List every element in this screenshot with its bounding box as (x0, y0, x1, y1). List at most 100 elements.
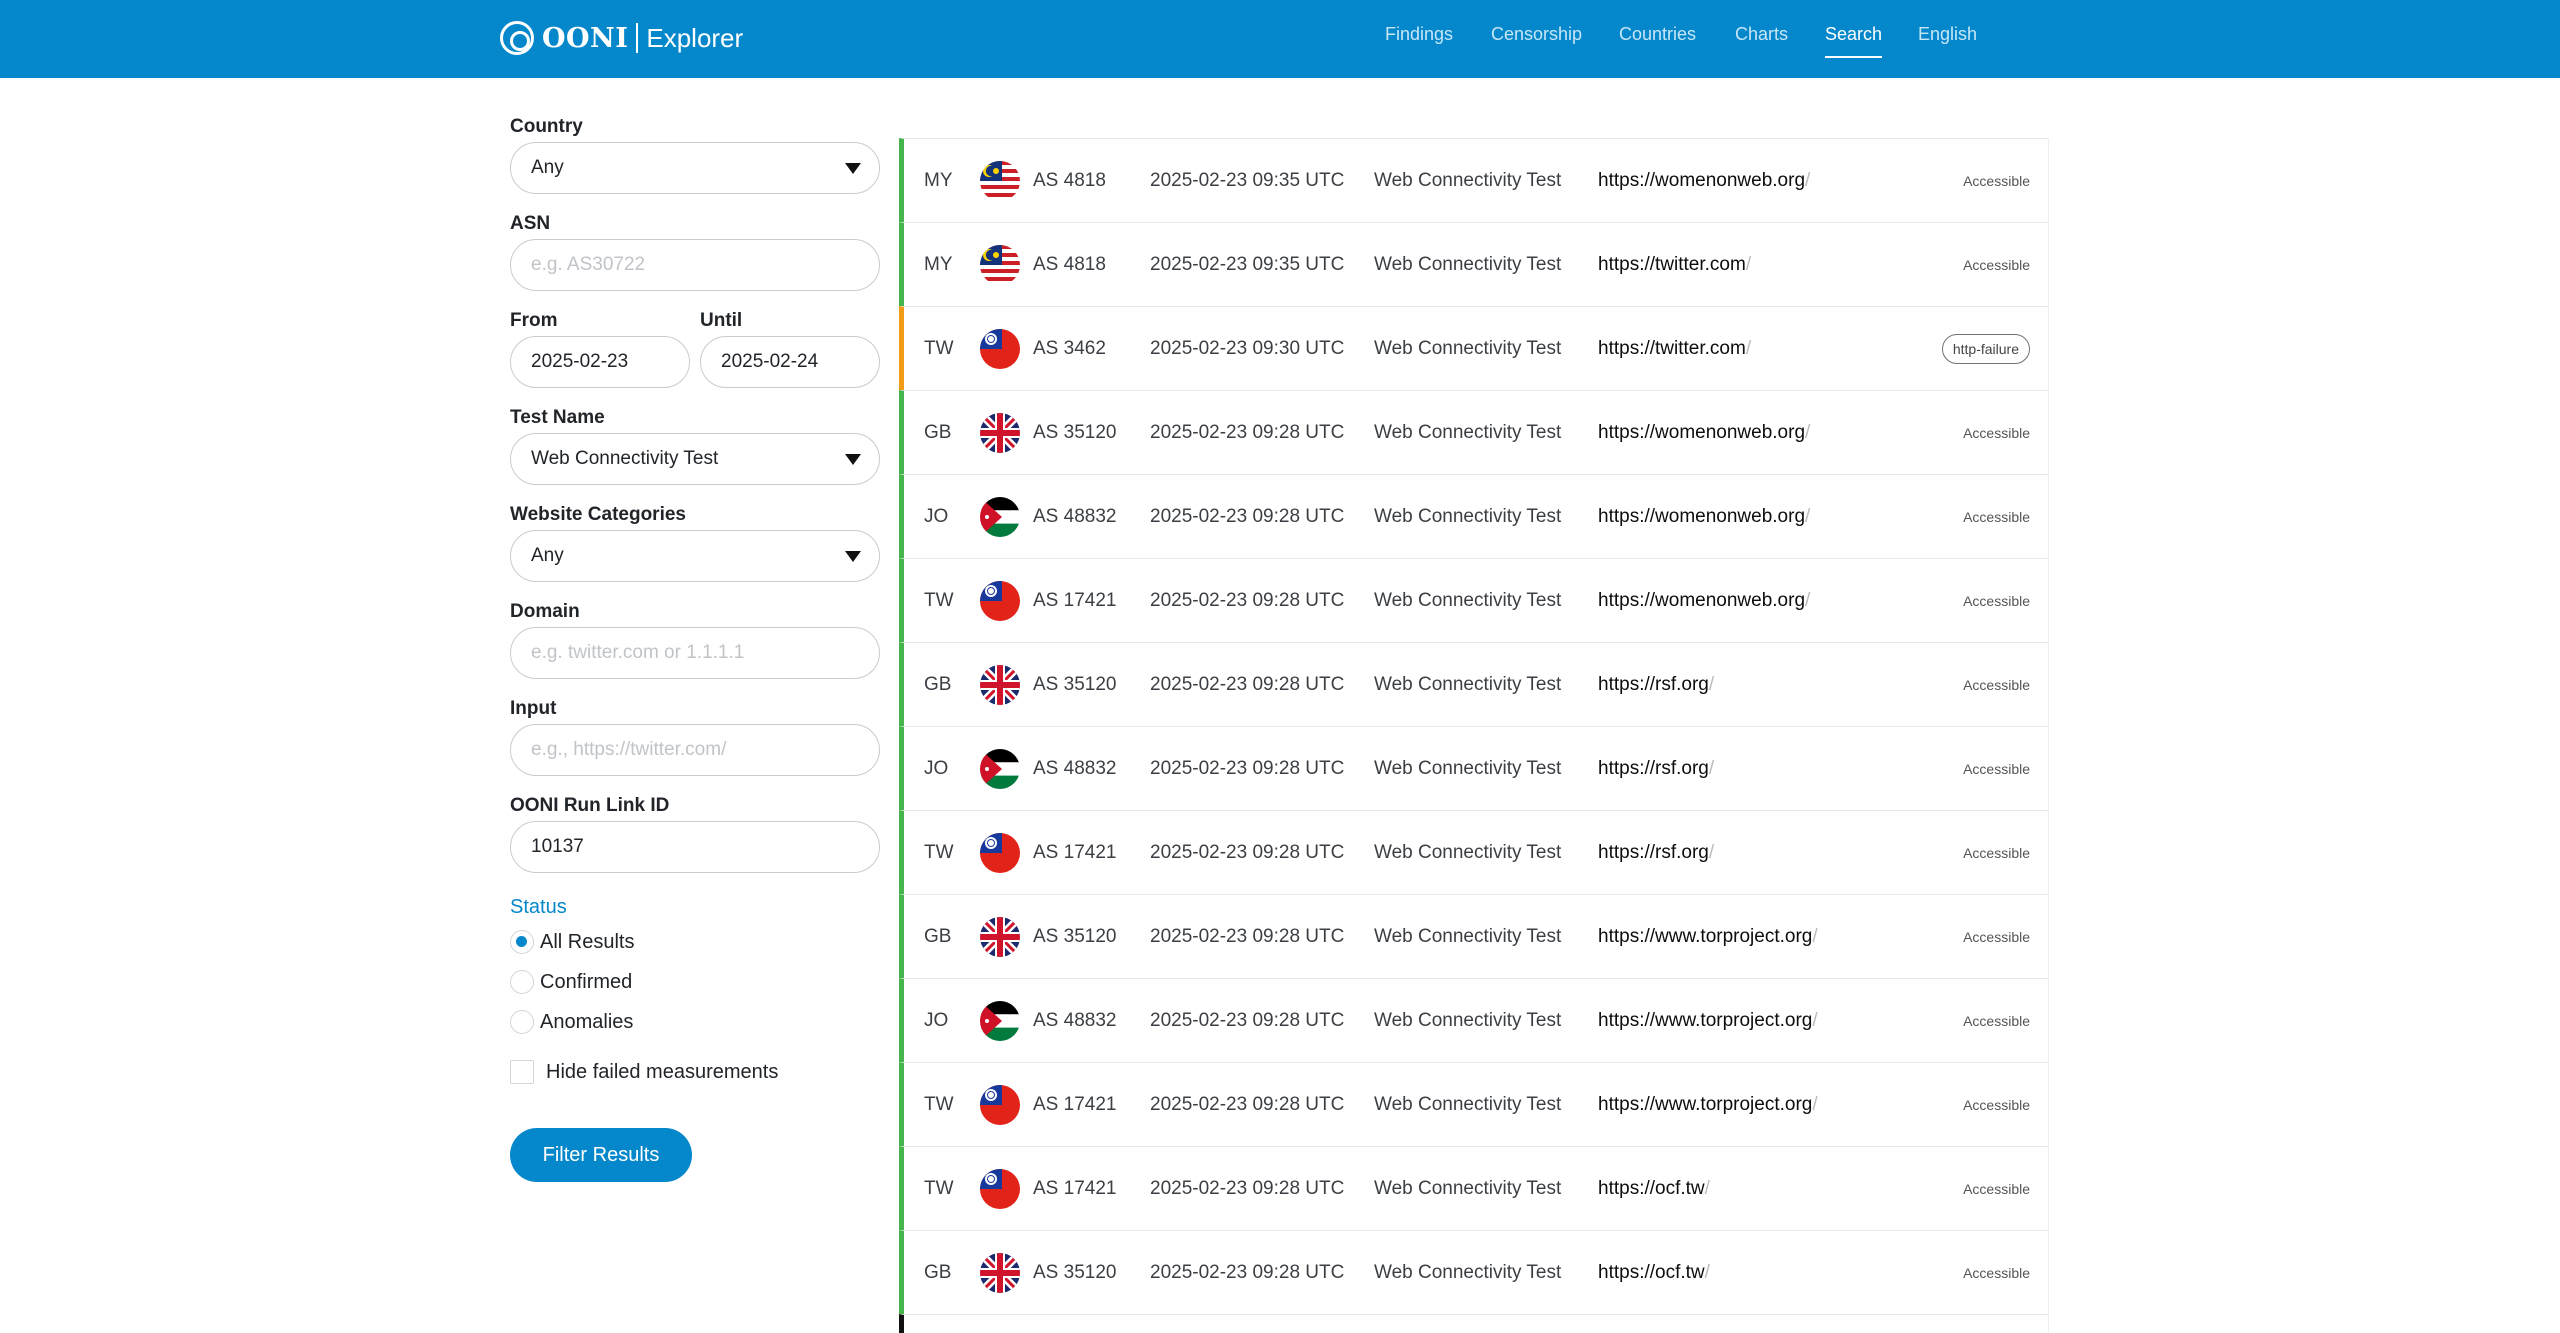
nav-censorship[interactable]: Censorship (1491, 24, 1583, 44)
test-name: Web Connectivity Test (1374, 1178, 1562, 1199)
asn-value: AS 3462 (1033, 338, 1106, 359)
measurement-row[interactable]: JO AS 48832 2025-02-23 09:28 UTC Web Connec… (899, 726, 2049, 810)
url-slash: / (1708, 758, 1715, 779)
website-categories-select[interactable]: Any (510, 530, 880, 582)
url-slash: / (1805, 422, 1811, 443)
from-date-input[interactable]: 2025-02-23 (510, 336, 690, 388)
url-text: https://womenonweb.org (1598, 422, 1806, 443)
measurement-url[interactable]: https://womenonweb.org / (1598, 475, 1810, 559)
measurement-row[interactable]: TW AS 17421 2025-02-23 09:28 UTC Web Connec… (899, 1146, 2049, 1230)
status-badge: Accessible (1963, 1097, 2030, 1113)
status-option-confirmed[interactable]: Confirmed (510, 970, 632, 994)
measurement-row[interactable]: MY AS 4818 2025-02-23 09:35 UTC Web Connect… (899, 222, 2049, 306)
asn-value: AS 17421 (1033, 1094, 1117, 1115)
status-option-anomalies[interactable]: Anomalies (510, 1010, 633, 1034)
measurement-url[interactable]: https://twitter.com / (1598, 223, 1751, 307)
hide-failed-label: Hide failed measurements (546, 1060, 779, 1083)
nav-search[interactable]: Search (1825, 24, 1883, 58)
measurement-row[interactable]: TW AS 17421 2025-02-23 09:28 UTC Web Connec… (899, 558, 2049, 642)
measurement-url[interactable]: https://twitter.com / (1598, 307, 1751, 391)
test-name: Web Connectivity Test (1374, 1010, 1562, 1031)
status-badge: Accessible (1963, 1181, 2030, 1197)
input-url-field[interactable]: e.g., https://twitter.com/ (510, 724, 880, 776)
language-selector[interactable]: English (1918, 24, 1978, 44)
asn-value: AS 48832 (1033, 1010, 1117, 1031)
status-badge: Accessible (1963, 425, 2030, 441)
measurement-url[interactable]: https://rsf.org / (1598, 727, 1714, 811)
measurement-row[interactable]: MY AS 4818 2025-02-23 09:35 UTC Web Connect… (899, 138, 2049, 222)
measurement-url[interactable]: https://www.torproject.org / (1598, 895, 1818, 979)
asn-value: AS 48832 (1033, 506, 1117, 527)
country-code: TW (924, 1094, 954, 1115)
status-badge: Accessible (1963, 1265, 2030, 1281)
nav-findings[interactable]: Findings (1385, 24, 1454, 44)
hide-failed-checkbox-row[interactable]: Hide failed measurements (510, 1060, 778, 1084)
chevron-down-icon (845, 551, 861, 562)
asn-placeholder: e.g. AS30722 (531, 254, 646, 275)
country-flag-icon (980, 1169, 1020, 1209)
from-date-value: 2025-02-23 (531, 351, 629, 372)
radio-button[interactable] (510, 970, 534, 994)
measurement-row[interactable] (899, 1314, 2049, 1333)
measurement-url[interactable]: https://rsf.org / (1598, 643, 1714, 727)
measurement-row[interactable]: GB AS 35120 2025-02-23 09:28 UTC Web Connec… (899, 642, 2049, 726)
measurement-row[interactable]: TW AS 17421 2025-02-23 09:28 UTC Web Connec… (899, 1062, 2049, 1146)
country-flag-icon (980, 917, 1020, 957)
asn-input[interactable]: e.g. AS30722 (510, 239, 880, 291)
measurement-row[interactable]: GB AS 35120 2025-02-23 09:28 UTC Web Connec… (899, 1230, 2049, 1314)
measurement-row[interactable]: TW AS 17421 2025-02-23 09:28 UTC Web Connec… (899, 810, 2049, 894)
country-flag-icon (980, 749, 1020, 789)
url-slash: / (1745, 338, 1752, 359)
measurement-row[interactable]: GB AS 35120 2025-02-23 09:28 UTC Web Connec… (899, 894, 2049, 978)
test-name-label: Test Name (510, 407, 605, 428)
hide-failed-checkbox[interactable] (510, 1060, 534, 1084)
measurement-row[interactable]: GB AS 35120 2025-02-23 09:28 UTC Web Connec… (899, 390, 2049, 474)
run-link-input[interactable]: 10137 (510, 821, 880, 873)
ooni-explorer-logo[interactable]: OONI Explorer (500, 20, 743, 56)
url-slash: / (1704, 1262, 1710, 1283)
url-slash: / (1708, 842, 1715, 863)
asn-value: AS 35120 (1033, 1262, 1117, 1283)
url-slash: / (1812, 1010, 1818, 1031)
url-text: https://womenonweb.org (1598, 506, 1806, 527)
url-slash: / (1704, 1178, 1710, 1199)
until-label: Until (700, 310, 743, 331)
measurement-url[interactable]: https://www.torproject.org / (1598, 1063, 1818, 1147)
test-name: Web Connectivity Test (1374, 926, 1562, 947)
filter-results-button[interactable]: Filter Results (510, 1128, 692, 1182)
country-code: TW (924, 338, 954, 359)
measurement-url[interactable]: https://womenonweb.org / (1598, 391, 1810, 475)
measurement-row[interactable]: JO AS 48832 2025-02-23 09:28 UTC Web Connec… (899, 474, 2049, 558)
nav-countries[interactable]: Countries (1619, 24, 1697, 44)
measurement-url[interactable]: https://www.torproject.org / (1598, 979, 1818, 1063)
country-flag-icon (980, 1001, 1020, 1041)
country-flag-icon (980, 581, 1020, 621)
measurement-url[interactable]: https://ocf.tw / (1598, 1147, 1710, 1231)
country-flag-icon (980, 161, 1020, 201)
status-badge: Accessible (1963, 1013, 2030, 1029)
measurement-url[interactable]: https://womenonweb.org / (1598, 559, 1810, 643)
test-name-select[interactable]: Web Connectivity Test (510, 433, 880, 485)
country-select[interactable]: Any (510, 142, 880, 194)
country-code: MY (924, 170, 953, 191)
asn-value: AS 35120 (1033, 926, 1117, 947)
until-date-input[interactable]: 2025-02-24 (700, 336, 880, 388)
measurement-row[interactable]: JO AS 48832 2025-02-23 09:28 UTC Web Connec… (899, 978, 2049, 1062)
measurement-row[interactable]: TW AS 3462 2025-02-23 09:30 UTC Web Connect… (899, 306, 2049, 390)
asn-label: ASN (510, 213, 551, 234)
chevron-down-icon (845, 163, 861, 174)
measurement-date: 2025-02-23 09:28 UTC (1150, 590, 1345, 611)
measurement-url[interactable]: https://rsf.org / (1598, 811, 1714, 895)
from-label: From (510, 310, 558, 331)
country-code: GB (924, 1262, 952, 1283)
measurement-url[interactable]: https://womenonweb.org / (1598, 139, 1810, 223)
radio-button[interactable] (510, 1010, 534, 1034)
domain-input[interactable]: e.g. twitter.com or 1.1.1.1 (510, 627, 880, 679)
radio-button[interactable] (510, 930, 534, 954)
country-code: JO (924, 506, 949, 527)
test-name: Web Connectivity Test (1374, 338, 1562, 359)
nav-charts[interactable]: Charts (1735, 24, 1789, 44)
status-option-all[interactable]: All Results (510, 930, 634, 954)
measurement-url[interactable]: https://ocf.tw / (1598, 1231, 1710, 1315)
input-label: Input (510, 698, 557, 719)
